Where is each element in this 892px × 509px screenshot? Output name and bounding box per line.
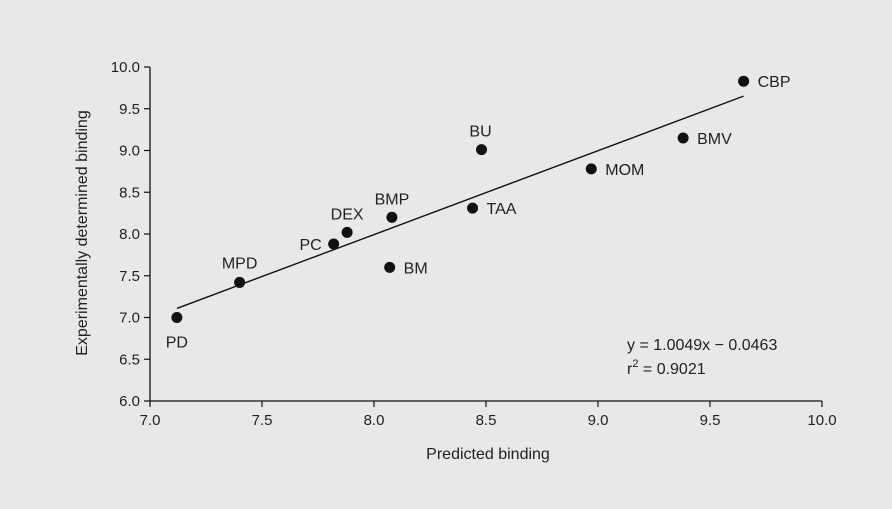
data-point-bmv (677, 132, 689, 144)
point-labels: PD MPD PC DEX BMP BM TAA BU MOM BMV CBP (166, 74, 791, 351)
x-axis-ticks: 7.0 7.5 8.0 8.5 9.0 9.5 10.0 (140, 401, 837, 429)
point-label-dex: DEX (331, 206, 364, 223)
point-label-pd: PD (166, 335, 188, 352)
x-tick-label: 9.5 (700, 412, 721, 429)
data-point-mpd (234, 276, 246, 288)
data-point-pc (328, 238, 340, 250)
point-label-cbp: CBP (758, 74, 791, 91)
data-point-bu (476, 144, 488, 156)
data-point-pd (171, 312, 183, 323)
y-tick-label: 8.0 (119, 226, 140, 243)
x-tick-label: 7.5 (252, 412, 273, 429)
x-tick-label: 8.0 (364, 412, 385, 429)
point-label-pc: PC (299, 237, 321, 254)
y-axis-ticks: 6.0 6.5 7.0 7.5 8.0 8.5 9.0 9.5 10.0 (111, 59, 150, 410)
chart-background (8, 8, 884, 490)
r-squared-annotation: r2 = 0.9021 (627, 358, 706, 378)
point-label-mpd: MPD (222, 255, 258, 272)
y-tick-label: 7.5 (119, 268, 140, 285)
x-tick-label: 7.0 (140, 412, 161, 429)
point-label-bm: BM (404, 260, 428, 277)
data-point-dex (341, 226, 353, 238)
r2-superscript: 2 (632, 358, 638, 370)
y-tick-label: 7.0 (119, 310, 140, 327)
r2-value: = 0.9021 (638, 361, 705, 378)
point-label-taa: TAA (487, 201, 517, 218)
point-label-bu: BU (469, 124, 491, 141)
r2-symbol: r (627, 361, 633, 378)
data-point-bmp (386, 211, 398, 223)
regression-line (176, 95, 744, 310)
y-tick-label: 6.5 (119, 351, 140, 368)
x-axis-title: Predicted binding (426, 446, 550, 463)
y-tick-label: 10.0 (111, 59, 140, 76)
y-tick-label: 9.0 (119, 143, 140, 160)
regression-equation: y = 1.0049x − 0.0463 (627, 337, 777, 354)
data-point-bm (384, 261, 396, 273)
point-label-mom: MOM (605, 162, 644, 179)
data-points (171, 75, 750, 323)
data-point-mom (585, 163, 597, 175)
y-tick-label: 9.5 (119, 101, 140, 118)
x-tick-label: 8.5 (476, 412, 497, 429)
data-point-cbp (738, 75, 750, 87)
data-point-taa (467, 202, 479, 214)
point-label-bmv: BMV (697, 131, 732, 148)
x-tick-label: 9.0 (588, 412, 609, 429)
y-axis-title: Experimentally determined binding (74, 110, 91, 355)
y-tick-label: 8.5 (119, 184, 140, 201)
y-tick-label: 6.0 (119, 393, 140, 410)
x-tick-label: 10.0 (807, 412, 836, 429)
point-label-bmp: BMP (375, 191, 410, 208)
